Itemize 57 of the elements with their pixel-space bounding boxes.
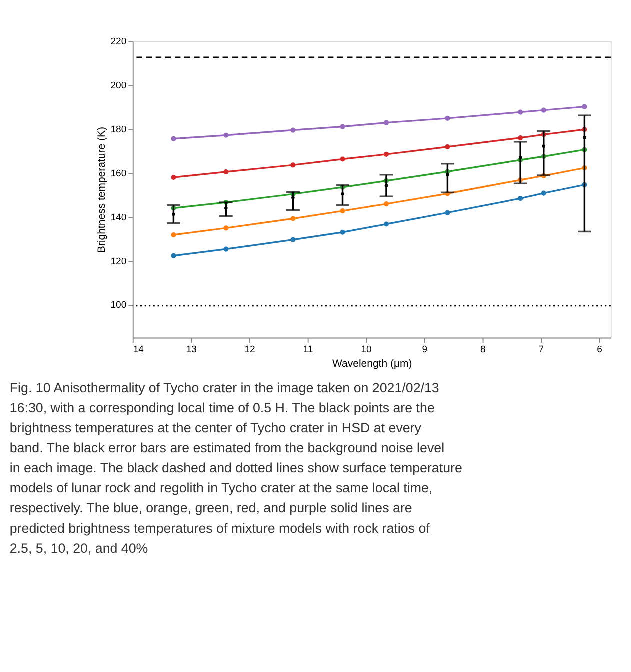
point (518, 156, 522, 160)
point (384, 120, 390, 126)
point (224, 206, 228, 210)
y-axis-title: Brightness temperature (K) (96, 127, 108, 254)
point (541, 190, 546, 196)
point (445, 144, 450, 150)
point (384, 222, 390, 227)
point (290, 162, 296, 168)
y-tick-label: 100 (110, 300, 127, 312)
point (171, 174, 176, 180)
x-tick-label: 13 (186, 344, 197, 356)
y-tick-label: 220 (110, 36, 127, 48)
point (340, 124, 346, 130)
x-tick-label: 7 (538, 344, 544, 356)
point (292, 196, 295, 200)
x-tick-label: 14 (133, 344, 145, 356)
point (341, 192, 344, 196)
point (384, 184, 388, 188)
point (518, 110, 524, 115)
point (518, 135, 524, 141)
point (384, 202, 390, 207)
point (224, 246, 229, 252)
text: Fig. 10 Anisothermality of Tycho crater in the image taken on 2021/02/13 16:30, with a corresponding local time of 0.5 H. The black points are the brightness temperatures at the center of Tycho crater in HSD at every band. The black error bars are estimated from the background noise level in each image. The black dashed and dotted lines show surface temperature models of lunar rock and regolith in Tycho crater at the same local time, respectively. The blue, orange, green, red, and purple solid lines are predicted brightness temperatures of mixture models with rock ratios of 2.5, 5, 10, 20, and 40% (10, 380, 462, 556)
point (171, 253, 176, 258)
y-tick-label: 200 (110, 80, 127, 92)
point (171, 136, 176, 142)
y-tick-label: 160 (110, 168, 127, 180)
point (340, 208, 346, 214)
point (290, 128, 296, 133)
point (290, 237, 296, 242)
point (582, 104, 588, 110)
y-tick-label: 120 (110, 256, 127, 268)
point (340, 230, 346, 235)
x-axis-title: Wavelength (μm) (332, 358, 412, 370)
point (542, 144, 546, 148)
point (445, 210, 450, 216)
point (518, 196, 524, 202)
point (446, 173, 450, 177)
x-tick-label: 6 (597, 344, 602, 356)
x-tick-label: 8 (480, 344, 486, 356)
point (171, 232, 176, 238)
point (340, 156, 346, 162)
x-tick-label: 9 (422, 344, 428, 356)
point (224, 132, 229, 138)
point (384, 152, 390, 157)
y-tick-label: 140 (110, 212, 127, 224)
point (290, 216, 296, 222)
y-tick-label: 180 (110, 124, 127, 136)
x-tick-label: 11 (303, 344, 314, 356)
point (224, 226, 229, 231)
x-tick-label: 12 (244, 344, 256, 356)
point (172, 212, 176, 216)
point (583, 136, 586, 140)
point (541, 108, 546, 113)
point (224, 169, 229, 175)
point (445, 116, 450, 121)
x-tick-label: 10 (361, 344, 372, 356)
